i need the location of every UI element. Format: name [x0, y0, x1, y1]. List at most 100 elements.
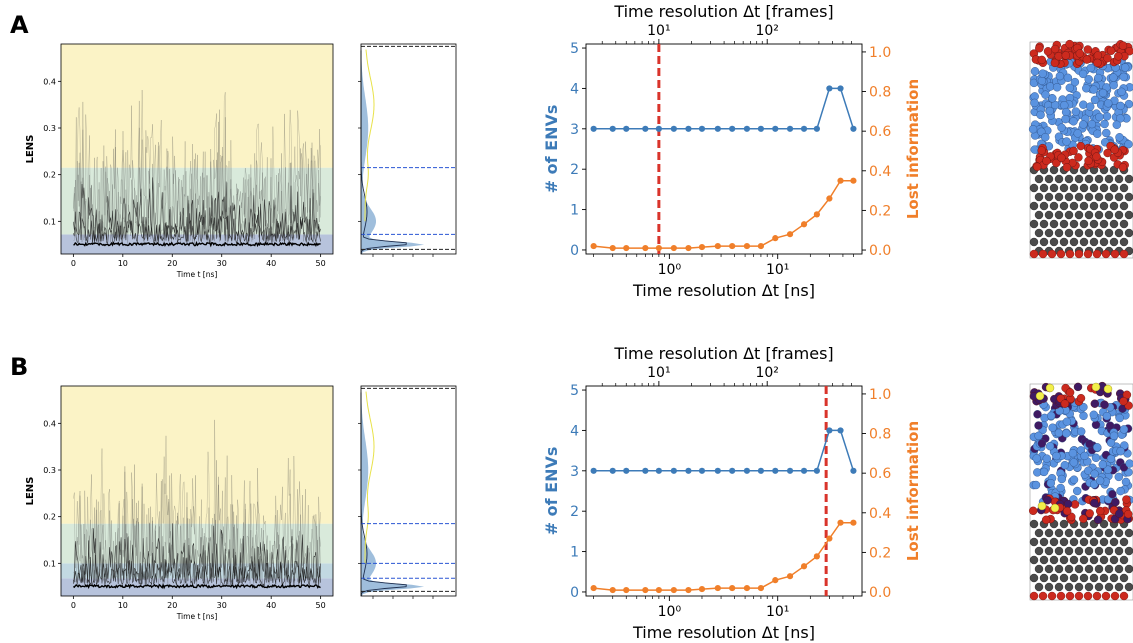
- envs-point: [698, 125, 706, 132]
- atom-red: [1029, 249, 1039, 259]
- left-tick-label: 5: [570, 41, 579, 57]
- atom-top-layer: [1090, 399, 1100, 408]
- atom-gray: [1079, 183, 1089, 193]
- top-axis-label: Time resolution Δt [frames]: [613, 344, 833, 363]
- atom-gray: [1109, 201, 1119, 211]
- atom-blue: [1038, 69, 1047, 78]
- atom-gray: [1044, 210, 1054, 220]
- atom-gray: [1074, 564, 1084, 574]
- atom-gray: [1119, 183, 1129, 193]
- lost-info-point: [698, 585, 706, 593]
- atom-gray: [1084, 582, 1094, 592]
- left-tick-label: 0: [570, 243, 579, 259]
- atom-blue: [1109, 431, 1119, 440]
- atom-interface-layer: [1042, 156, 1051, 166]
- atom-interface-layer: [1111, 498, 1120, 507]
- lost-info-point: [826, 195, 833, 202]
- right-tick-label: 1.0: [869, 45, 891, 61]
- atom-gray: [1044, 174, 1054, 184]
- atom-gray: [1029, 573, 1039, 583]
- atom-blue: [1069, 475, 1079, 484]
- atom-blue: [1093, 129, 1102, 139]
- envs-point: [590, 125, 597, 132]
- atom-gray: [1054, 582, 1064, 592]
- atom-gray: [1119, 537, 1129, 547]
- atom-interface-layer: [1076, 141, 1086, 151]
- atom-gray: [1099, 219, 1109, 229]
- lens-trace: [73, 484, 321, 586]
- atom-gray: [1044, 546, 1054, 556]
- lost-info-point: [743, 242, 751, 250]
- atom-blue: [1057, 474, 1067, 484]
- atom-blue: [1042, 454, 1052, 463]
- atom-yellow: [1035, 391, 1045, 401]
- atom-blue: [1039, 467, 1049, 477]
- atom-gray: [1114, 210, 1124, 220]
- lens-frame: [60, 385, 334, 597]
- atom-gray: [1054, 174, 1064, 184]
- atom-gray: [1039, 183, 1049, 193]
- bottom-tick-label: 10⁰: [658, 604, 682, 620]
- lost-info-point: [590, 584, 597, 592]
- envs-point: [743, 467, 751, 474]
- envs-point: [757, 125, 765, 132]
- lost-info-point: [800, 563, 808, 570]
- atom-gray: [1114, 174, 1124, 184]
- lost-info-point: [685, 586, 692, 594]
- atom-gray: [1124, 228, 1133, 238]
- right-tick-label: 0.6: [869, 466, 891, 482]
- atom-interface-layer: [1052, 158, 1061, 168]
- atom-interface-layer: [1092, 152, 1101, 161]
- atom-gray: [1039, 219, 1049, 229]
- lost-info-point: [786, 231, 794, 238]
- lost-info-point: [850, 519, 857, 526]
- histogram-fill: [361, 390, 425, 596]
- panel-letter: A: [10, 11, 29, 39]
- atom-gray: [1049, 537, 1059, 547]
- atom-gray: [1094, 582, 1104, 592]
- envs-point: [714, 467, 721, 474]
- atom-gray: [1054, 564, 1064, 574]
- atom-blue: [1048, 423, 1057, 432]
- atom-interface-layer: [1085, 509, 1094, 518]
- atom-blue: [1030, 145, 1039, 154]
- atom-blue: [1065, 83, 1075, 93]
- atom-blue: [1052, 83, 1062, 92]
- atom-blue: [1030, 67, 1040, 76]
- atom-gray: [1059, 183, 1069, 193]
- histogram-plot: [358, 385, 457, 599]
- atom-interface-layer: [1093, 515, 1103, 524]
- atom-gray: [1064, 582, 1074, 592]
- atom-top-layer: [1083, 45, 1093, 54]
- atom-gray: [1089, 183, 1099, 193]
- atom-gray: [1034, 528, 1044, 538]
- atom-blue: [1105, 421, 1115, 430]
- atom-gray: [1029, 219, 1039, 229]
- atom-gray: [1054, 528, 1064, 538]
- lens-plot: 0 10 20 30 40 50 0.1 0.2 0.3 0.4 Time t [ns] LENS: [25, 43, 334, 279]
- envs-point: [729, 125, 736, 132]
- atom-gray: [1104, 564, 1114, 574]
- atom-gray: [1089, 573, 1099, 583]
- atom-red: [1029, 591, 1039, 601]
- atom-top-layer: [1065, 39, 1074, 49]
- atom-red: [1110, 249, 1120, 259]
- atom-yellow: [1050, 503, 1060, 513]
- atom-gray: [1034, 174, 1044, 184]
- right-tick-label: 0.2: [869, 545, 891, 561]
- lost-info-point: [642, 244, 649, 252]
- left-axis-label: # of ENVs: [542, 105, 561, 194]
- lost-info-point: [655, 244, 662, 252]
- envs-point: [837, 427, 844, 434]
- atom-gray: [1114, 228, 1124, 238]
- atom-gray: [1044, 192, 1054, 202]
- atom-red: [1065, 249, 1075, 259]
- atom-gray: [1069, 573, 1079, 583]
- atom-interface-layer: [1095, 506, 1105, 516]
- envs-point: [609, 467, 616, 474]
- atom-blue: [1057, 123, 1066, 132]
- envs-point: [670, 125, 677, 132]
- envs-point: [655, 467, 662, 474]
- atom-gray: [1059, 537, 1069, 547]
- atom-red: [1047, 591, 1057, 601]
